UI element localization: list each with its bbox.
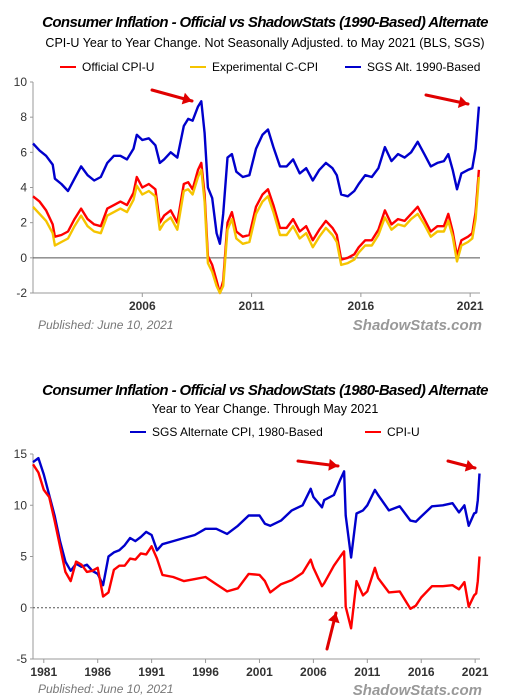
y-tick-label: 15 bbox=[14, 447, 28, 461]
series-line bbox=[32, 168, 481, 295]
chart-1-canvas: Official CPI-U Experimental C-CPI SGS Alt.… bbox=[14, 60, 484, 334]
published-date: Published: June 10, 2021 bbox=[38, 318, 173, 332]
x-tick-label: 2021 bbox=[457, 299, 484, 313]
y-tick-label: 5 bbox=[20, 550, 27, 564]
series-line bbox=[32, 456, 481, 587]
annotation-arrowhead bbox=[328, 613, 340, 624]
series-line bbox=[31, 463, 481, 630]
y-tick-label: 10 bbox=[14, 75, 28, 89]
y-tick-label: -5 bbox=[16, 652, 27, 666]
legend-label: SGS Alt. 1990-Based bbox=[367, 60, 480, 74]
y-tick-label: 2 bbox=[20, 216, 27, 230]
x-tick-label: 2011 bbox=[354, 665, 380, 679]
x-tick-label: 2016 bbox=[408, 665, 435, 679]
chart-title: Consumer Inflation - Official vs ShadowS… bbox=[42, 382, 488, 399]
annotation-arrowhead bbox=[181, 92, 192, 105]
x-tick-label: 2006 bbox=[129, 299, 156, 313]
annotation-arrowhead bbox=[464, 459, 475, 472]
y-tick-label: 10 bbox=[14, 498, 28, 512]
y-tick-label: 6 bbox=[20, 145, 27, 159]
chart-1980-based: Consumer Inflation - Official vs ShadowS… bbox=[0, 372, 530, 697]
y-tick-label: -2 bbox=[16, 286, 27, 300]
x-tick-label: 2001 bbox=[246, 665, 273, 679]
x-tick-label: 1986 bbox=[84, 665, 111, 679]
y-tick-label: 0 bbox=[20, 601, 27, 615]
legend-label: Official CPI-U bbox=[82, 60, 154, 74]
x-tick-label: 2006 bbox=[300, 665, 327, 679]
series-line bbox=[32, 100, 481, 246]
y-tick-label: 4 bbox=[20, 181, 27, 195]
x-tick-label: 2021 bbox=[462, 665, 489, 679]
x-tick-label: 1996 bbox=[192, 665, 219, 679]
x-tick-label: 1991 bbox=[138, 665, 165, 679]
chart-subtitle: Year to Year Change. Through May 2021 bbox=[151, 402, 379, 416]
published-date: Published: June 10, 2021 bbox=[38, 682, 173, 696]
chart-2-canvas: SGS Alternate CPI, 1980-Based CPI-U -5 0 5 10… bbox=[14, 425, 489, 697]
legend-label: SGS Alternate CPI, 1980-Based bbox=[152, 425, 323, 439]
x-tick-label: 2011 bbox=[239, 299, 265, 313]
annotation-arrowhead bbox=[457, 96, 468, 108]
series-line bbox=[32, 161, 481, 295]
brand-watermark: ShadowStats.com bbox=[353, 317, 482, 334]
legend-label: CPI-U bbox=[387, 425, 420, 439]
brand-watermark: ShadowStats.com bbox=[353, 682, 482, 697]
chart-subtitle: CPI-U Year to Year Change. Not Seasonall… bbox=[45, 36, 485, 50]
x-tick-label: 1981 bbox=[30, 665, 57, 679]
chart-title: Consumer Inflation - Official vs ShadowS… bbox=[42, 14, 488, 31]
y-tick-label: 8 bbox=[20, 110, 27, 124]
annotation-arrowhead bbox=[328, 458, 338, 471]
x-tick-label: 2016 bbox=[348, 299, 375, 313]
chart-1990-based: Consumer Inflation - Official vs ShadowS… bbox=[0, 0, 530, 340]
y-tick-label: 0 bbox=[20, 251, 27, 265]
legend-label: Experimental C-CPI bbox=[212, 60, 318, 74]
